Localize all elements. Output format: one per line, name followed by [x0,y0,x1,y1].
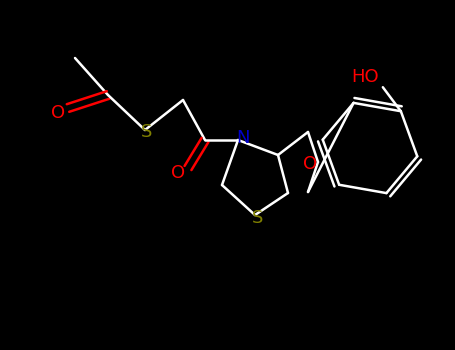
Text: O: O [51,104,65,122]
Text: S: S [253,209,264,227]
Text: O: O [303,155,317,173]
Text: N: N [236,129,250,147]
Text: S: S [142,123,153,141]
Text: O: O [171,164,185,182]
Text: HO: HO [351,68,379,86]
